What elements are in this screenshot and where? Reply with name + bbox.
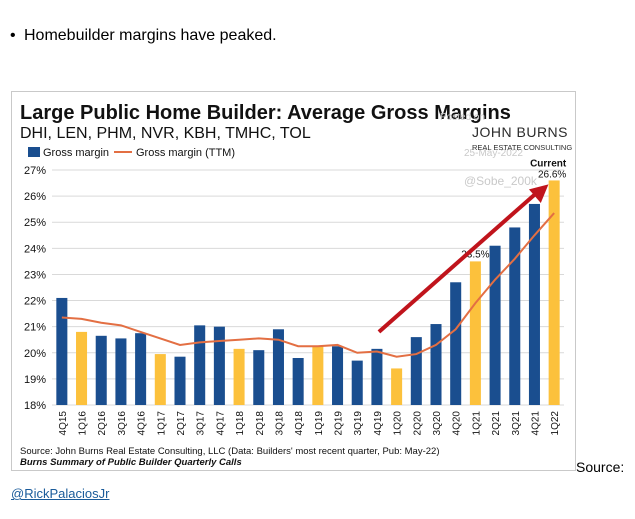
- handle-watermark: @Sobe_200k: [464, 174, 538, 188]
- x-tick-label: 3Q21: [511, 411, 522, 436]
- x-tick-label: 3Q18: [274, 411, 285, 436]
- x-tick-label: 3Q20: [432, 411, 443, 436]
- bar-2Q17: [174, 356, 186, 405]
- y-tick-label: 27%: [24, 165, 46, 177]
- posted-on-watermark: Posted on: [440, 112, 485, 123]
- bar-3Q19: [351, 360, 363, 405]
- ttm-line: [61, 212, 555, 358]
- bar-1Q17: [154, 354, 166, 405]
- bar-1Q21: [469, 261, 481, 405]
- y-tick-label: 18%: [24, 400, 46, 412]
- bar-2Q16: [95, 335, 107, 405]
- plot-area: 18% 19% 20% 21% 22% 23% 24% 25% 26% 27% 4Q15 1Q16 2Q…: [24, 158, 567, 435]
- legend-label-ttm: Gross margin (TTM): [136, 147, 235, 159]
- x-tick-label: 2Q18: [255, 411, 266, 436]
- bar-2Q19: [332, 346, 344, 405]
- bar-1Q18: [233, 348, 245, 405]
- bar-3Q21: [509, 227, 521, 405]
- chart-subtitle: DHI, LEN, PHM, NVR, KBH, TMHC, TOL: [20, 125, 311, 142]
- bullet-dot: •: [10, 27, 16, 44]
- x-tick-label: 2Q20: [412, 411, 423, 436]
- annotation-current: Current: [530, 158, 567, 169]
- annotation-value-current: 26.6%: [538, 169, 566, 180]
- bar-2Q21: [489, 245, 501, 405]
- x-tick-label: 4Q19: [373, 411, 384, 436]
- chart-legend: Gross margin Gross margin (TTM): [28, 147, 235, 159]
- y-tick-label: 19%: [24, 374, 46, 386]
- author-link[interactable]: @RickPalaciosJr: [11, 486, 110, 501]
- bar-2Q18: [253, 350, 265, 405]
- x-tick-label: 2Q17: [176, 411, 187, 436]
- john-burns-logo: JOHN BURNS REAL ESTATE CONSULTING: [472, 124, 572, 152]
- bar-4Q15: [56, 297, 68, 405]
- x-tick-label: 4Q15: [58, 411, 69, 436]
- x-tick-label: 4Q16: [137, 411, 148, 436]
- bar-1Q16: [76, 331, 88, 405]
- y-tick-label: 24%: [24, 243, 46, 255]
- y-tick-label: 23%: [24, 269, 46, 281]
- chart-title: Large Public Home Builder: Average Gross…: [20, 102, 511, 124]
- bar-3Q18: [272, 329, 284, 405]
- bar-1Q22: [548, 180, 560, 405]
- headline-bullet: • Homebuilder margins have peaked.: [10, 27, 277, 45]
- trend-arrow-shaft: [377, 188, 541, 334]
- bar-1Q19: [312, 346, 324, 405]
- x-tick-label: 3Q19: [353, 411, 364, 436]
- headline-text: Homebuilder margins have peaked.: [24, 27, 277, 44]
- x-tick-label: 4Q18: [294, 411, 305, 436]
- x-tick-label: 3Q16: [117, 411, 128, 436]
- bar-2Q20: [410, 337, 422, 405]
- y-tick-label: 26%: [24, 191, 46, 203]
- chart-source: Source: John Burns Real Estate Consultin…: [20, 446, 440, 457]
- bar-4Q21: [528, 203, 540, 405]
- x-tick-label: 4Q17: [215, 411, 226, 436]
- x-tick-label: 4Q20: [452, 411, 463, 436]
- bar-1Q20: [391, 368, 403, 405]
- x-tick-label: 3Q17: [196, 411, 207, 436]
- x-tick-label: 1Q18: [235, 411, 246, 436]
- bar-4Q20: [450, 282, 462, 405]
- gross-margin-chart: Large Public Home Builder: Average Gross…: [20, 102, 572, 468]
- bar-3Q16: [115, 338, 127, 405]
- x-tick-label: 2Q19: [334, 411, 345, 436]
- y-tick-label: 20%: [24, 348, 46, 360]
- trend-arrow-head: [528, 184, 549, 203]
- y-tick-label: 22%: [24, 296, 46, 308]
- y-tick-label: 21%: [24, 322, 46, 334]
- bar-3Q20: [430, 324, 442, 405]
- bar-3Q17: [194, 325, 206, 405]
- x-tick-label: 1Q16: [78, 411, 89, 436]
- x-tick-label: 4Q21: [530, 411, 541, 436]
- x-tick-label: 1Q22: [550, 411, 561, 436]
- date-watermark: 25-May-2022: [464, 148, 523, 159]
- legend-label-gross-margin: Gross margin: [43, 147, 109, 159]
- bar-4Q17: [213, 326, 225, 405]
- chart-image: Large Public Home Builder: Average Gross…: [11, 91, 576, 471]
- logo-brand: JOHN BURNS: [472, 124, 568, 140]
- x-tick-label: 2Q16: [97, 411, 108, 436]
- legend-swatch-gross-margin: [28, 147, 40, 157]
- x-tick-label: 1Q19: [314, 411, 325, 436]
- x-tick-label: 2Q21: [491, 411, 502, 436]
- x-tick-label: 1Q20: [393, 411, 404, 436]
- logo-sub: REAL ESTATE CONSULTING: [472, 143, 572, 152]
- source-label: Source:: [576, 459, 625, 475]
- bar-4Q19: [371, 348, 383, 405]
- annotation-1q21: 23.5%: [461, 249, 489, 260]
- y-tick-label: 25%: [24, 217, 46, 229]
- bar-4Q18: [292, 358, 304, 405]
- chart-footnote: Burns Summary of Public Builder Quarterl…: [20, 457, 242, 468]
- x-tick-label: 1Q17: [156, 411, 167, 436]
- x-tick-label: 1Q21: [471, 411, 482, 436]
- bar-4Q16: [135, 333, 147, 405]
